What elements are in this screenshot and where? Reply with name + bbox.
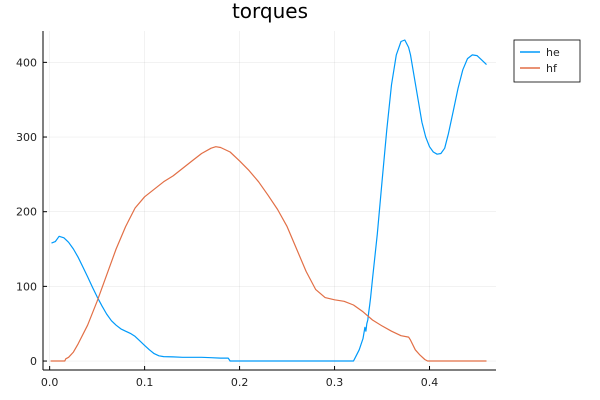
axes-layer [42,31,496,371]
series-layer [50,39,487,362]
x-tick-label: 0.1 [136,376,154,389]
ticks-layer: 0.0 0.1 0.2 0.3 0.4 0 100 200 300 400 [16,56,438,389]
y-tick-label: 100 [16,280,37,293]
legend-label-hf: hf [546,62,558,75]
x-tick-label: 0.3 [326,376,344,389]
series-line-hf [50,146,487,362]
legend-label-he: he [546,46,560,59]
y-tick-label: 300 [16,131,37,144]
series-line-he [51,39,487,362]
x-tick-label: 0.4 [421,376,439,389]
legend-box [513,39,581,83]
y-tick-label: 400 [16,56,37,69]
y-tick-label: 0 [30,355,37,368]
x-tick-label: 0.2 [231,376,249,389]
x-tick-label: 0.0 [41,376,59,389]
legend: he hf [513,39,581,83]
y-tick-label: 200 [16,206,37,219]
chart-title: torques [232,0,308,23]
